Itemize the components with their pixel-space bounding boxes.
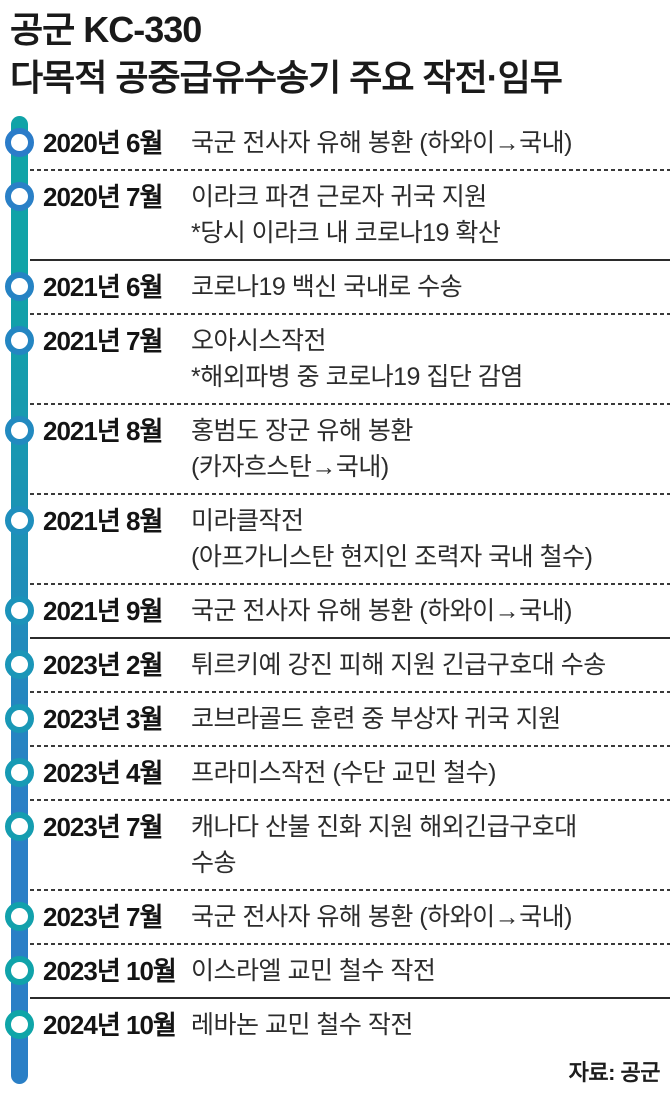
timeline-date: 2023년 2월 (43, 650, 163, 680)
timeline-description: 프라미스작전 (수단 교민 철수) (191, 755, 666, 791)
timeline-node-icon (5, 272, 34, 301)
timeline-date: 2021년 6월 (43, 272, 163, 302)
title-line-1: 공군 KC-330 (10, 9, 202, 50)
timeline-description-line: (카자흐스탄→국내) (191, 453, 389, 481)
timeline-node-icon (5, 128, 34, 157)
timeline-description-line: 수송 (191, 849, 237, 877)
timeline-description: 국군 전사자 유해 봉환 (하와이→국내) (191, 125, 666, 161)
timeline-node-icon (5, 1010, 34, 1039)
timeline-row: 2023년 4월 프라미스작전 (수단 교민 철수) (0, 746, 670, 801)
timeline-row: 2021년 7월 오아시스작전 *해외파병 중 코로나19 집단 감염 (0, 314, 670, 405)
timeline-row: 2023년 7월 국군 전사자 유해 봉환 (하와이→국내) (0, 890, 670, 945)
timeline-description-line: 홍범도 장군 유해 봉환 (191, 417, 413, 445)
timeline-date: 2021년 9월 (43, 596, 163, 626)
timeline-node-icon (5, 812, 34, 841)
timeline-description: 튀르키예 강진 피해 지원 긴급구호대 수송 (191, 647, 666, 683)
timeline-date: 2023년 4월 (43, 758, 163, 788)
timeline-description: 국군 전사자 유해 봉환 (하와이→국내) (191, 899, 666, 935)
timeline-date: 2021년 8월 (43, 506, 163, 536)
timeline-description-line: *해외파병 중 코로나19 집단 감염 (191, 363, 523, 391)
timeline-description-line: 국군 전사자 유해 봉환 (하와이→국내) (191, 903, 572, 931)
timeline-row: 2021년 8월 홍범도 장군 유해 봉환 (카자흐스탄→국내) (0, 404, 670, 495)
timeline-rows: 2020년 6월 국군 전사자 유해 봉환 (하와이→국내) 2020년 7월 이라크… (0, 116, 670, 1052)
timeline-description-line: 레바논 교민 철수 작전 (191, 1011, 413, 1039)
timeline-description-line: 캐나다 산불 진화 지원 해외긴급구호대 (191, 813, 577, 841)
timeline-row: 2021년 9월 국군 전사자 유해 봉환 (하와이→국내) (0, 584, 670, 639)
timeline-description-line: *당시 이라크 내 코로나19 확산 (191, 219, 501, 247)
timeline-node-icon (5, 506, 34, 535)
timeline-row: 2024년 10월 레바논 교민 철수 작전 (0, 998, 670, 1052)
timeline-date: 2023년 7월 (43, 812, 163, 842)
timeline-description-line: 국군 전사자 유해 봉환 (하와이→국내) (191, 129, 572, 157)
timeline-description: 코로나19 백신 국내로 수송 (191, 269, 666, 305)
timeline-node-icon (5, 326, 34, 355)
timeline-description-line: 튀르키예 강진 피해 지원 긴급구호대 수송 (191, 651, 606, 679)
timeline-description-line: 미라클작전 (191, 507, 304, 535)
timeline-date: 2021년 7월 (43, 326, 163, 356)
source-credit: 자료: 공군 (568, 1060, 661, 1085)
timeline-description: 레바논 교민 철수 작전 (191, 1007, 666, 1043)
timeline-description: 미라클작전 (아프가니스탄 현지인 조력자 국내 철수) (191, 503, 666, 575)
timeline-date: 2023년 7월 (43, 902, 163, 932)
timeline-row: 2021년 8월 미라클작전 (아프가니스탄 현지인 조력자 국내 철수) (0, 494, 670, 585)
page-title: 공군 KC-330 다목적 공중급유수송기 주요 작전·임무 (10, 6, 658, 102)
timeline-description: 오아시스작전 *해외파병 중 코로나19 집단 감염 (191, 323, 666, 395)
timeline-description-line: 프라미스작전 (수단 교민 철수) (191, 759, 497, 787)
timeline-description: 홍범도 장군 유해 봉환 (카자흐스탄→국내) (191, 413, 666, 485)
timeline-node-icon (5, 902, 34, 931)
timeline-date: 2020년 6월 (43, 128, 163, 158)
timeline-node-icon (5, 650, 34, 679)
title-line-2: 다목적 공중급유수송기 주요 작전·임무 (10, 57, 563, 98)
timeline-description-line: (아프가니스탄 현지인 조력자 국내 철수) (191, 543, 593, 571)
timeline-date: 2023년 10월 (43, 956, 177, 986)
timeline-description: 국군 전사자 유해 봉환 (하와이→국내) (191, 593, 666, 629)
timeline-description-line: 이스라엘 교민 철수 작전 (191, 957, 436, 985)
timeline-date: 2021년 8월 (43, 416, 163, 446)
timeline-date: 2020년 7월 (43, 182, 163, 212)
timeline-row: 2020년 7월 이라크 파견 근로자 귀국 지원 *당시 이라크 내 코로나19 … (0, 170, 670, 261)
timeline-node-icon (5, 596, 34, 625)
timeline-description-line: 코로나19 백신 국내로 수송 (191, 273, 463, 301)
timeline-row: 2023년 10월 이스라엘 교민 철수 작전 (0, 944, 670, 999)
timeline-node-icon (5, 182, 34, 211)
timeline-row: 2023년 3월 코브라골드 훈련 중 부상자 귀국 지원 (0, 692, 670, 747)
timeline-date: 2023년 3월 (43, 704, 163, 734)
timeline-description: 이라크 파견 근로자 귀국 지원 *당시 이라크 내 코로나19 확산 (191, 179, 666, 251)
timeline-description-line: 이라크 파견 근로자 귀국 지원 (191, 183, 487, 211)
timeline-description: 이스라엘 교민 철수 작전 (191, 953, 666, 989)
timeline-node-icon (5, 704, 34, 733)
timeline-description-line: 코브라골드 훈련 중 부상자 귀국 지원 (191, 705, 561, 733)
timeline-description-line: 국군 전사자 유해 봉환 (하와이→국내) (191, 597, 572, 625)
timeline-description: 코브라골드 훈련 중 부상자 귀국 지원 (191, 701, 666, 737)
timeline-description-line: 오아시스작전 (191, 327, 327, 355)
timeline-row: 2023년 2월 튀르키예 강진 피해 지원 긴급구호대 수송 (0, 638, 670, 693)
timeline-row: 2020년 6월 국군 전사자 유해 봉환 (하와이→국내) (0, 116, 670, 171)
timeline-node-icon (5, 956, 34, 985)
timeline-node-icon (5, 758, 34, 787)
timeline-node-icon (5, 416, 34, 445)
timeline-date: 2024년 10월 (43, 1010, 177, 1040)
timeline-row: 2021년 6월 코로나19 백신 국내로 수송 (0, 260, 670, 315)
timeline: 2020년 6월 국군 전사자 유해 봉환 (하와이→국내) 2020년 7월 이라크… (0, 116, 670, 1084)
